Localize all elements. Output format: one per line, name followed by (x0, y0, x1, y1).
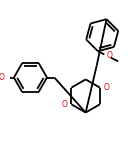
Text: O: O (0, 73, 5, 82)
Text: O: O (104, 83, 110, 92)
Text: O: O (62, 100, 68, 109)
Text: O: O (106, 51, 112, 60)
